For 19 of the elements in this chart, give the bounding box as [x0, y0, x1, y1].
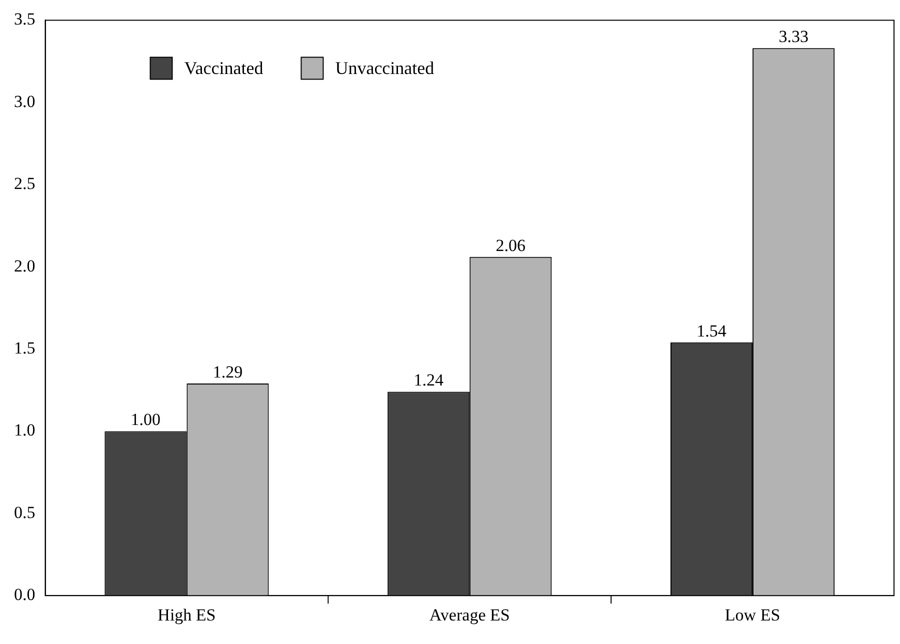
- y-tick-label: 3.0: [14, 92, 36, 111]
- x-tick-label: Low ES: [724, 605, 780, 624]
- y-tick-label: 3.5: [14, 10, 36, 29]
- data-label: 3.33: [778, 27, 808, 46]
- y-tick-label: 0.5: [14, 502, 36, 522]
- data-label: 1.00: [130, 410, 161, 430]
- data-label: 1.54: [696, 321, 727, 340]
- y-tick-label: 1.0: [14, 420, 36, 440]
- x-tick-label: Average ES: [429, 605, 510, 624]
- legend-label: Vaccinated: [184, 58, 264, 78]
- data-label: 2.06: [496, 236, 526, 255]
- y-tick-label: 2.5: [14, 174, 36, 194]
- data-label: 1.24: [414, 370, 444, 390]
- y-tick-label: 1.5: [14, 338, 36, 358]
- y-tick-label: 2.0: [14, 256, 36, 276]
- legend-label: Unvaccinated: [335, 58, 434, 78]
- data-label: 1.29: [212, 362, 243, 382]
- x-tick-label: High ES: [158, 605, 216, 624]
- y-tick-label: 0.0: [14, 585, 36, 604]
